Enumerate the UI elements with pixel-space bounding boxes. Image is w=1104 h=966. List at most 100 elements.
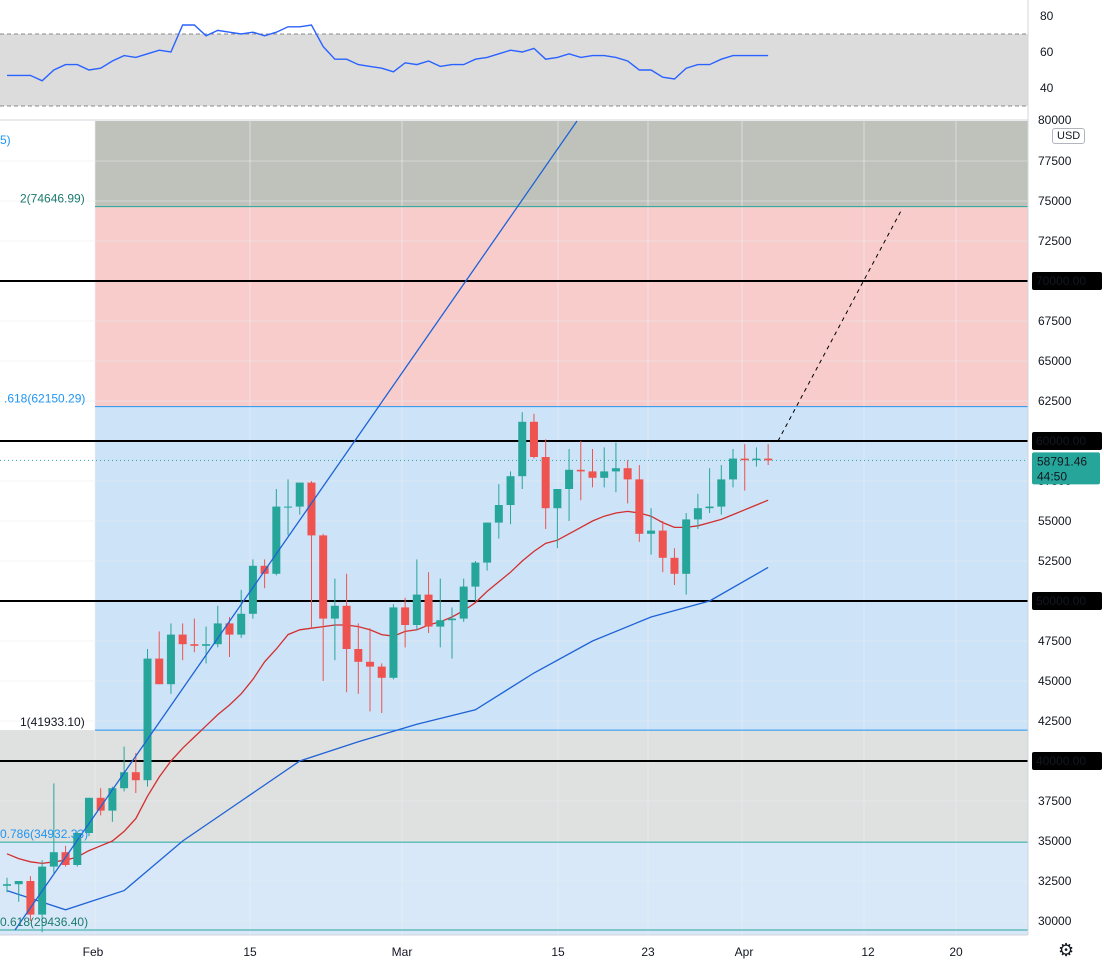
candle xyxy=(588,449,597,488)
price-tick: 35000 xyxy=(1038,834,1072,848)
level-badge xyxy=(1032,592,1102,610)
candle xyxy=(611,442,620,493)
candle-body xyxy=(26,881,35,915)
candle-body xyxy=(73,833,82,865)
candle xyxy=(366,628,375,712)
candle-body xyxy=(752,458,761,461)
candle-body xyxy=(658,530,667,558)
candle xyxy=(26,876,35,921)
price-tick: 72500 xyxy=(1038,234,1072,248)
candle xyxy=(166,623,175,694)
candle xyxy=(190,618,199,653)
candle xyxy=(342,573,351,693)
candle-body xyxy=(272,506,281,574)
level-badge-text: 70000.00 xyxy=(1036,274,1086,288)
candle xyxy=(576,441,585,501)
candle-body xyxy=(49,852,58,867)
panel-label: 5) xyxy=(0,133,11,147)
candle xyxy=(14,881,23,902)
candle-body xyxy=(494,505,503,523)
candle xyxy=(658,521,667,573)
price-tick: 52500 xyxy=(1038,554,1072,568)
candle-body xyxy=(459,586,468,619)
candle xyxy=(471,561,480,601)
horizontal-levels xyxy=(0,206,1028,931)
candle xyxy=(447,607,456,659)
candle xyxy=(518,412,527,489)
candle-body xyxy=(389,607,398,678)
candle-body xyxy=(412,594,421,625)
time-tick: 23 xyxy=(641,945,655,959)
candle-body xyxy=(705,506,714,509)
candle-body xyxy=(518,421,527,477)
candle-body xyxy=(3,884,11,886)
candle xyxy=(705,468,714,513)
candle xyxy=(131,753,140,793)
zone-blue-lower xyxy=(0,842,1028,935)
level-badge-text: 50000.00 xyxy=(1036,594,1086,608)
trendlines xyxy=(14,120,903,931)
candle xyxy=(729,449,738,488)
settings-gear-icon[interactable]: ⚙ xyxy=(1058,940,1075,960)
candle xyxy=(459,578,468,622)
price-tick: 37500 xyxy=(1038,794,1072,808)
price-tick: 62500 xyxy=(1038,394,1072,408)
price-tick: 77500 xyxy=(1038,154,1072,168)
candle xyxy=(178,623,187,661)
candle-body xyxy=(143,658,152,781)
candle xyxy=(494,484,503,539)
fib-label: 0.786(34932.33) xyxy=(0,827,88,841)
candle xyxy=(647,508,656,555)
candle-body xyxy=(155,658,164,685)
candle-body xyxy=(178,634,187,645)
candle xyxy=(635,465,644,542)
price-tick: 65000 xyxy=(1038,354,1072,368)
rsi-line xyxy=(7,24,769,82)
zone-gray-lower xyxy=(0,730,1028,843)
rsi-band xyxy=(0,34,1028,106)
candle-body xyxy=(307,482,316,536)
candle-body xyxy=(108,788,117,811)
candle-body xyxy=(600,471,609,478)
price-tick: 67500 xyxy=(1038,314,1072,328)
candle xyxy=(740,444,749,491)
price-tick: 55000 xyxy=(1038,514,1072,528)
fib-labels: 2(74646.99) .618(62150.29) 1(41933.10) 0.78… xyxy=(0,192,88,929)
time-tick: 15 xyxy=(243,945,257,959)
candle-body xyxy=(120,772,129,789)
candle xyxy=(84,797,93,837)
time-tick: Mar xyxy=(392,945,413,959)
candle-body xyxy=(284,506,293,508)
currency-label: USD xyxy=(1052,128,1086,144)
candle xyxy=(752,447,761,467)
candle xyxy=(319,533,328,681)
candle-body xyxy=(471,562,480,587)
candle-body xyxy=(213,623,222,645)
candle xyxy=(764,444,773,465)
candle xyxy=(295,482,304,515)
candle xyxy=(483,522,492,571)
rsi-tick: 40 xyxy=(1040,81,1054,95)
candle-body xyxy=(588,471,597,478)
fib-label: .618(62150.29) xyxy=(4,392,85,406)
time-tick: 12 xyxy=(861,945,875,959)
candle-body xyxy=(576,469,585,472)
time-tick: 15 xyxy=(551,945,565,959)
level-badge-text: 40000.00 xyxy=(1036,754,1086,768)
candle xyxy=(284,479,293,536)
time-tick: 20 xyxy=(949,945,963,959)
candle-body xyxy=(84,797,93,833)
candle xyxy=(213,605,222,648)
zone-red xyxy=(95,206,1028,407)
candle xyxy=(143,649,152,787)
candle-body xyxy=(436,620,445,627)
ma50-line xyxy=(6,566,769,911)
countdown-text: 44:50 xyxy=(1037,469,1067,483)
candle xyxy=(73,831,82,867)
candle xyxy=(3,877,11,893)
candle xyxy=(600,447,609,488)
candle-body xyxy=(342,605,351,649)
candle-body xyxy=(565,469,574,489)
